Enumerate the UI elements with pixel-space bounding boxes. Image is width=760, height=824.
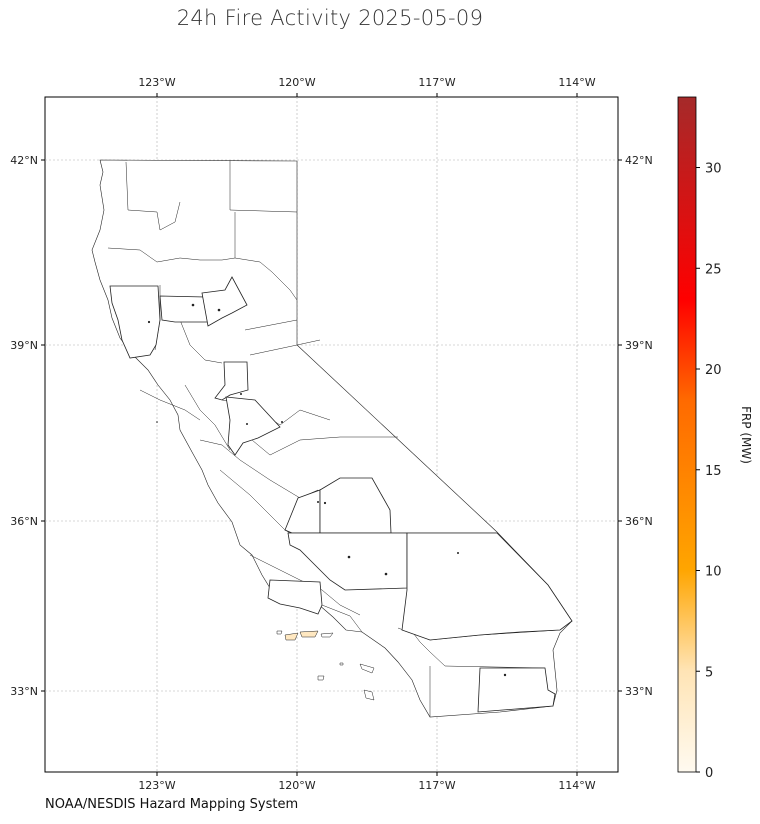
lon-ticks-top: 123°W 120°W 117°W 114°W xyxy=(138,76,596,97)
lon-ticks-bottom: 123°W 120°W 117°W 114°W xyxy=(138,772,596,792)
colorbar-label: FRP (MW) xyxy=(739,406,753,464)
lon-tick-label: 120°W xyxy=(278,76,315,89)
colorbar-tick-label: 30 xyxy=(705,162,722,177)
data-source: NOAA/NESDIS Hazard Mapping System xyxy=(45,797,299,812)
colorbar-tick-label: 10 xyxy=(705,565,722,580)
region-santa-barbara xyxy=(267,579,323,615)
lon-tick-label: 114°W xyxy=(558,76,595,89)
map-title: 24h Fire Activity 2025-05-09 xyxy=(176,6,484,30)
colorbar: 0 5 10 15 20 25 30 FRP (MW) xyxy=(677,96,753,781)
lon-tick-label: 117°W xyxy=(418,76,455,89)
lat-tick-label: 39°N xyxy=(10,339,38,352)
colorbar-tick-label: 25 xyxy=(705,262,722,277)
lat-tick-label: 42°N xyxy=(625,154,653,167)
region-imperial xyxy=(477,667,556,713)
lat-tick-label: 36°N xyxy=(625,515,653,528)
colorbar-gradient xyxy=(677,96,697,773)
fire-regions xyxy=(109,276,573,713)
colorbar-tick-label: 20 xyxy=(705,363,722,378)
lon-tick-label: 114°W xyxy=(558,779,595,792)
map-body xyxy=(45,97,618,772)
colorbar-ticks: 0 5 10 15 20 25 30 xyxy=(696,162,722,781)
lat-tick-label: 42°N xyxy=(10,154,38,167)
region-mendocino xyxy=(109,285,161,359)
lon-tick-label: 117°W xyxy=(418,779,455,792)
colorbar-tick-label: 5 xyxy=(705,665,713,680)
fire-points xyxy=(147,303,507,677)
lon-tick-label: 123°W xyxy=(138,779,175,792)
channel-islands xyxy=(276,630,375,701)
lon-tick-label: 123°W xyxy=(138,76,175,89)
region-san-joaquin xyxy=(225,396,281,456)
region-butte xyxy=(201,276,248,327)
lat-tick-label: 33°N xyxy=(10,685,38,698)
region-glenn xyxy=(159,295,209,323)
colorbar-tick-label: 0 xyxy=(705,766,713,781)
lat-tick-label: 39°N xyxy=(625,339,653,352)
lat-tick-label: 36°N xyxy=(10,515,38,528)
lat-ticks-left: 42°N 39°N 36°N 33°N xyxy=(10,154,45,698)
region-san-bernardino xyxy=(401,532,573,641)
colorbar-tick-label: 15 xyxy=(705,464,722,479)
lon-tick-label: 120°W xyxy=(278,779,315,792)
lat-tick-label: 33°N xyxy=(625,685,653,698)
lat-ticks-right: 42°N 39°N 36°N 33°N xyxy=(618,154,653,698)
